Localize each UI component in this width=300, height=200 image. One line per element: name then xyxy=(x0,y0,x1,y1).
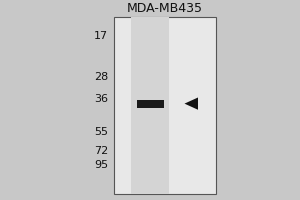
Text: 36: 36 xyxy=(94,94,108,104)
FancyBboxPatch shape xyxy=(136,100,164,108)
Text: 95: 95 xyxy=(94,160,108,170)
FancyBboxPatch shape xyxy=(114,17,216,194)
Text: 17: 17 xyxy=(94,31,108,41)
Text: 28: 28 xyxy=(94,72,108,82)
Polygon shape xyxy=(184,97,198,110)
Text: MDA-MB435: MDA-MB435 xyxy=(127,2,203,15)
Text: 55: 55 xyxy=(94,127,108,137)
FancyBboxPatch shape xyxy=(130,17,170,194)
Text: 72: 72 xyxy=(94,146,108,156)
